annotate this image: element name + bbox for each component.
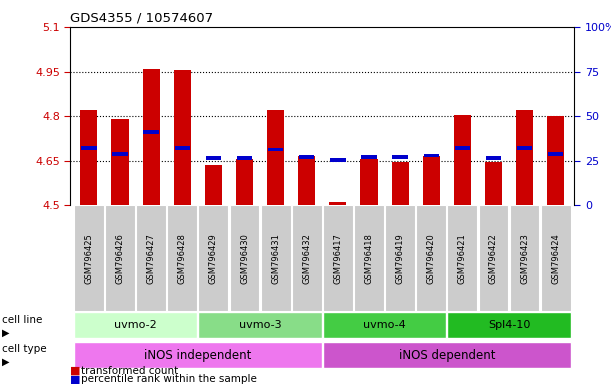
Bar [299,155,315,159]
Bar [111,119,128,205]
Bar [268,147,284,151]
Bar [323,205,353,311]
Bar [416,205,446,311]
Text: GSM796419: GSM796419 [395,233,404,284]
Text: cell type: cell type [2,344,46,354]
Bar [423,154,439,157]
Bar [329,202,346,205]
Bar [455,146,470,150]
Bar [81,110,98,205]
Bar [392,162,409,205]
Bar [454,115,471,205]
Text: GSM796418: GSM796418 [365,233,373,284]
Bar [175,146,190,150]
Bar [236,159,253,205]
Bar [447,205,477,311]
Bar [323,313,446,338]
Bar [330,158,346,162]
Bar [230,205,260,311]
Text: GSM796422: GSM796422 [489,233,498,284]
Bar [298,156,315,205]
Text: GSM796426: GSM796426 [115,233,125,284]
Text: GDS4355 / 10574607: GDS4355 / 10574607 [70,12,213,25]
Bar [361,155,376,159]
Bar [485,162,502,205]
Bar [478,205,508,311]
Bar [199,205,229,311]
Bar [486,157,501,161]
Bar [136,205,166,311]
Text: ▶: ▶ [2,328,9,338]
Bar [105,205,135,311]
Text: GSM796423: GSM796423 [520,233,529,284]
Bar [112,152,128,156]
Text: GSM796424: GSM796424 [551,233,560,284]
Bar [74,313,197,338]
Bar [360,159,378,205]
Bar [447,313,571,338]
Text: GSM796427: GSM796427 [147,233,156,284]
Bar [74,205,104,311]
Text: GSM796431: GSM796431 [271,233,280,284]
Bar [144,130,159,134]
Text: ■: ■ [70,366,81,376]
Text: cell line: cell line [2,314,42,325]
Bar [354,205,384,311]
Text: Spl4-10: Spl4-10 [488,320,530,331]
Text: GSM796428: GSM796428 [178,233,187,284]
Bar [167,205,197,311]
Bar [237,157,252,161]
Bar [261,205,291,311]
Bar [392,155,408,159]
Text: iNOS dependent: iNOS dependent [398,349,495,361]
Bar [206,157,221,161]
Bar [323,342,571,368]
Text: GSM796425: GSM796425 [84,233,93,284]
Bar [548,152,563,156]
Bar [292,205,321,311]
Text: GSM796417: GSM796417 [334,233,342,284]
Text: uvmo-3: uvmo-3 [239,320,282,331]
Text: ▶: ▶ [2,357,9,367]
Bar [267,110,284,205]
Bar [516,110,533,205]
Text: GSM796429: GSM796429 [209,233,218,284]
Text: ■: ■ [70,374,81,384]
Text: GSM796420: GSM796420 [426,233,436,284]
Bar [174,70,191,205]
Text: transformed count: transformed count [81,366,178,376]
Bar [423,156,440,205]
Bar [74,342,321,368]
Text: uvmo-2: uvmo-2 [114,320,157,331]
Bar [541,205,571,311]
Bar [199,313,321,338]
Bar [385,205,415,311]
Bar [205,165,222,205]
Text: GSM796421: GSM796421 [458,233,467,284]
Bar [81,146,97,150]
Bar [142,68,159,205]
Text: uvmo-4: uvmo-4 [363,320,406,331]
Bar [510,205,540,311]
Text: GSM796432: GSM796432 [302,233,311,284]
Text: iNOS independent: iNOS independent [144,349,252,361]
Text: percentile rank within the sample: percentile rank within the sample [81,374,257,384]
Bar [547,116,564,205]
Bar [517,146,532,150]
Text: GSM796430: GSM796430 [240,233,249,284]
